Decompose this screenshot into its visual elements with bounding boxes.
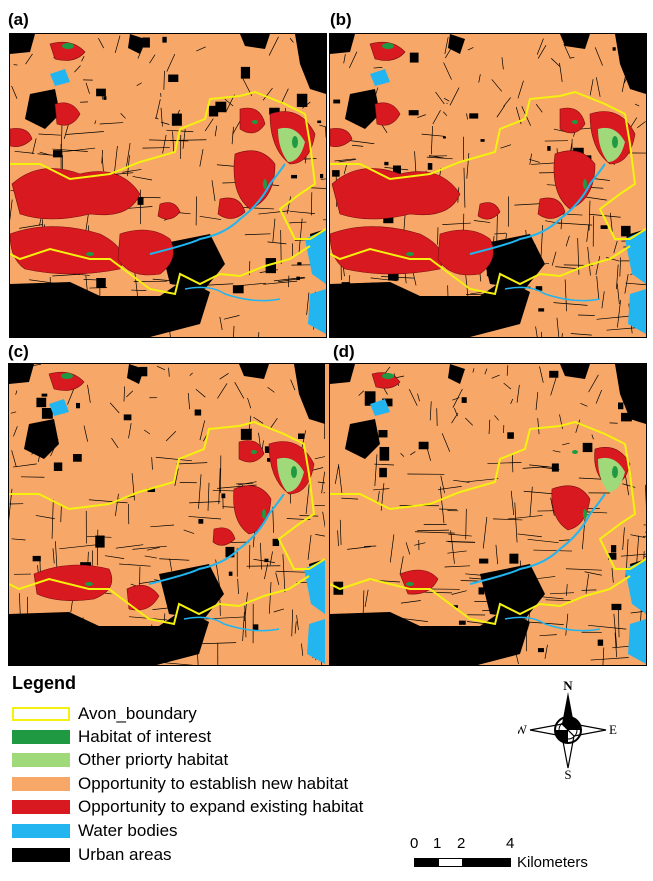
legend-swatch-priority [12,753,70,767]
panel-label-c: (c) [8,342,29,361]
scale-units: Kilometers [517,854,588,871]
map-d [329,363,647,666]
legend-label: Habitat of interest [78,727,212,746]
map-drawing-a [10,34,326,337]
legend-swatch-establish [12,777,70,791]
legend-title: Legend [12,673,77,693]
legend-label: Water bodies [78,821,178,840]
legend-label: Opportunity to expand existing habitat [78,797,364,816]
north-arrow: N S E W [515,678,618,782]
map-b [329,33,647,338]
map-drawing-c [9,364,325,665]
scale-tick-2: 2 [457,835,466,852]
legend-swatch-water [12,824,70,838]
panel-label-a: (a) [8,10,29,29]
compass-w: W [518,722,528,737]
legend-label: Urban areas [78,845,172,864]
legend-label: Avon_boundary [78,704,197,723]
scale-tick-4: 4 [506,835,515,852]
compass-s: S [564,767,571,780]
map-a [9,33,327,338]
scale-tick-0: 0 [410,835,419,852]
legend-label: Opportunity to establish new habitat [78,774,349,793]
legend-label: Other priorty habitat [78,750,229,769]
scale-bar: 0 1 2 4 Kilometers [410,836,650,876]
legend-swatch-boundary [12,707,70,721]
legend-swatch-urban [12,848,70,862]
map-drawing-b [330,34,646,337]
panel-label-b: (b) [330,10,352,29]
map-drawing-d [330,364,646,665]
scale-tick-1: 1 [433,835,442,852]
scale-bar-graphic [414,858,511,867]
compass-n: N [563,680,573,693]
panel-label-d: (d) [333,342,355,361]
compass-e: E [609,722,617,737]
map-c [8,363,330,666]
compass-rose-icon: N S E W [515,678,617,782]
legend-swatch-habitat [12,730,70,744]
legend-swatch-expand [12,800,70,814]
